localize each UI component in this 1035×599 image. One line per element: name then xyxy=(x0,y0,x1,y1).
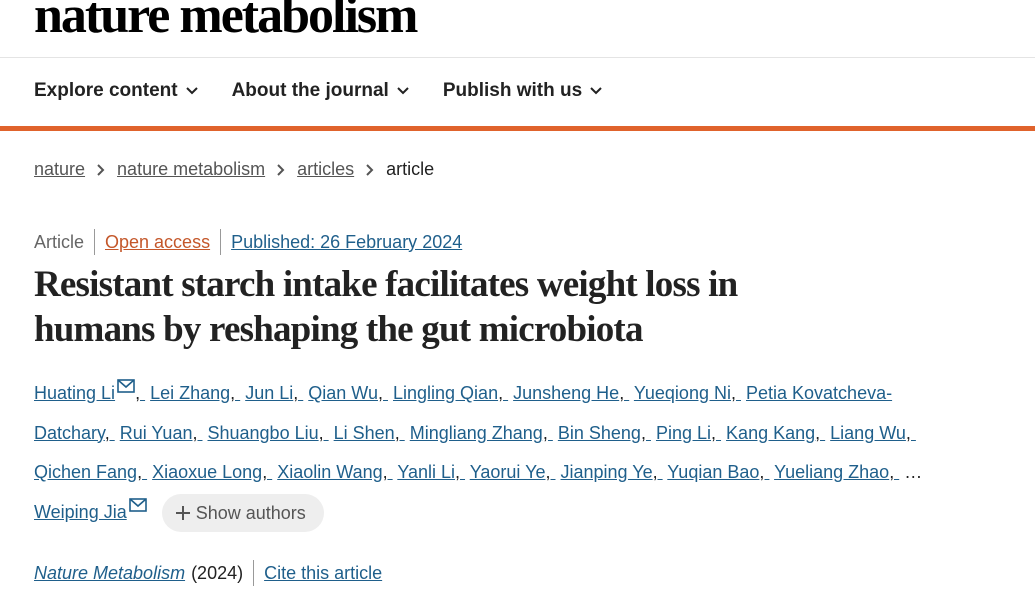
article-type: Article xyxy=(34,231,85,252)
breadcrumb: nature nature metabolism articles articl… xyxy=(34,159,434,180)
author[interactable]: Li Shen xyxy=(334,423,405,443)
breadcrumb-current: article xyxy=(386,159,435,179)
separator xyxy=(253,560,255,586)
author[interactable]: Yueqiong Ni xyxy=(634,383,741,403)
author[interactable]: Qian Wu xyxy=(308,383,388,403)
author[interactable]: Jianping Ye xyxy=(561,462,663,482)
article-title: Resistant starch intake facilitates weig… xyxy=(34,264,738,350)
author[interactable]: Jun Li xyxy=(245,383,303,403)
journal-name[interactable]: Nature Metabolism xyxy=(34,562,186,583)
separator xyxy=(220,229,222,255)
author[interactable]: Weiping Jia xyxy=(34,497,147,522)
breadcrumb-link[interactable]: nature xyxy=(34,159,86,179)
chevron-right xyxy=(97,163,105,176)
author[interactable]: Bin Sheng xyxy=(558,423,651,443)
author[interactable]: Ping Li xyxy=(656,423,721,443)
author[interactable]: Yueliang Zhao xyxy=(774,462,899,482)
author[interactable]: Huating Li xyxy=(34,379,145,403)
author[interactable]: Mingliang Zhang xyxy=(410,423,553,443)
author[interactable]: Lei Zhang xyxy=(150,383,240,403)
author[interactable]: Xiaolin Wang xyxy=(277,462,392,482)
nav-item[interactable]: About the journal xyxy=(232,80,409,102)
article-meta: Article Open access Published: 26 Februa… xyxy=(34,229,462,255)
cite-link[interactable]: Cite this article xyxy=(264,562,383,583)
nav-item[interactable]: Publish with us xyxy=(443,80,602,102)
accent-bar xyxy=(0,126,1035,131)
open-access[interactable]: Open access xyxy=(105,231,211,252)
author[interactable]: Yaorui Ye xyxy=(470,462,556,482)
author-name[interactable]: Weiping Jia xyxy=(34,501,127,522)
chevron-right xyxy=(366,163,374,176)
separator xyxy=(94,229,96,255)
nav-label[interactable]: Explore content xyxy=(34,80,178,101)
chevron-down xyxy=(590,87,602,95)
journal-logo[interactable]: nature metabolism xyxy=(34,0,418,44)
email-icon[interactable] xyxy=(128,497,147,512)
author[interactable]: Yanli Li xyxy=(397,462,465,482)
author[interactable]: Shuangbo Liu xyxy=(208,423,329,443)
breadcrumb-link[interactable]: nature metabolism xyxy=(117,159,266,179)
nav-label[interactable]: Publish with us xyxy=(442,80,583,101)
author[interactable]: Yuqian Bao xyxy=(667,462,769,482)
nav-item[interactable]: Explore content xyxy=(34,80,198,102)
breadcrumb-link[interactable]: articles xyxy=(297,159,355,179)
show-authors-button[interactable]: Show authors xyxy=(161,493,324,532)
header-rule xyxy=(0,57,1035,58)
email-icon[interactable] xyxy=(117,379,135,393)
author-name[interactable]: Huating Li xyxy=(34,383,116,403)
author[interactable]: Xiaoxue Long xyxy=(152,462,272,482)
citation-line: Nature Metabolism (2024) Cite this artic… xyxy=(34,560,382,586)
ellipsis: … xyxy=(904,462,923,482)
author[interactable]: Liang Wu xyxy=(830,423,916,443)
author[interactable]: Qichen Fang xyxy=(34,462,147,482)
chevron-down xyxy=(397,87,409,95)
chevron-down xyxy=(185,87,198,95)
published-date[interactable]: Published: 26 February 2024 xyxy=(231,231,463,252)
chevron-right xyxy=(277,163,285,176)
nav-label[interactable]: About the journal xyxy=(231,80,389,101)
year: (2024) xyxy=(191,562,244,583)
plus-icon xyxy=(175,505,190,520)
author[interactable]: Lingling Qian xyxy=(393,383,508,403)
author[interactable]: Rui Yuan xyxy=(120,423,203,443)
author[interactable]: Junsheng He xyxy=(513,383,629,403)
author-list: Huating Li Lei Zhang Jun Li Qian Wu Ling… xyxy=(34,374,939,532)
main-nav: Explore content About the journal Publis… xyxy=(34,80,602,102)
author[interactable]: Kang Kang xyxy=(726,423,825,443)
button-label[interactable]: Show authors xyxy=(195,502,306,523)
